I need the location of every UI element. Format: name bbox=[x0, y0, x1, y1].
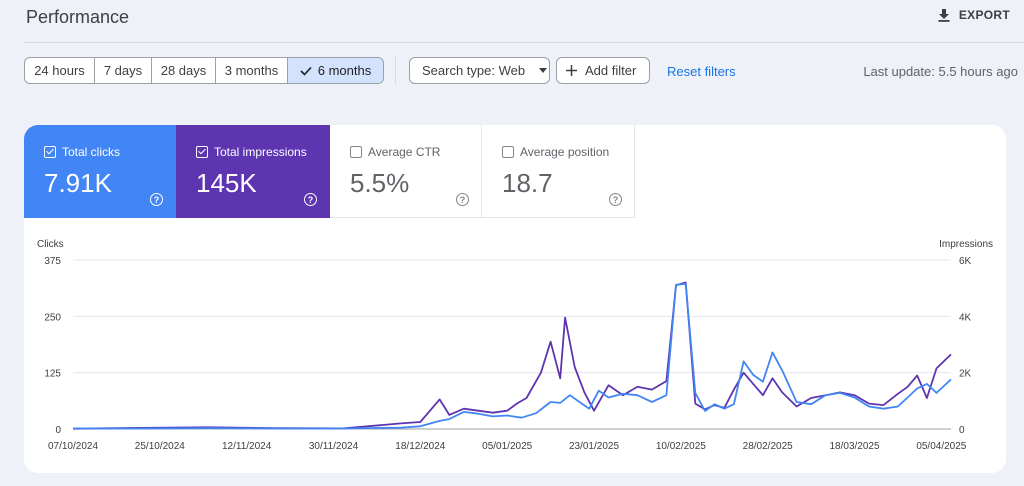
x-tick-label: 30/11/2024 bbox=[309, 441, 359, 452]
range-label: 24 hours bbox=[34, 63, 85, 78]
metric-value: 145K bbox=[196, 168, 257, 198]
range-28-days[interactable]: 28 days bbox=[152, 58, 216, 83]
search-type-dropdown[interactable]: Search type: Web bbox=[409, 57, 550, 84]
x-tick-label: 05/04/2025 bbox=[916, 441, 966, 452]
add-filter-label: Add filter bbox=[585, 63, 637, 78]
export-label: EXPORT bbox=[958, 8, 1010, 22]
download-icon bbox=[938, 9, 950, 22]
toolbar-divider bbox=[395, 57, 396, 84]
y-tick-label-left: 250 bbox=[44, 312, 61, 323]
x-tick-label: 18/12/2024 bbox=[395, 441, 445, 452]
checkbox-unchecked-icon[interactable] bbox=[502, 146, 514, 158]
page-title: Performance bbox=[26, 7, 130, 27]
range-24-hours[interactable]: 24 hours bbox=[25, 58, 95, 83]
check-icon bbox=[300, 66, 312, 76]
dropdown-arrow-icon bbox=[539, 68, 548, 73]
x-tick-label: 25/10/2024 bbox=[135, 441, 185, 452]
y-tick-label-left: 0 bbox=[55, 425, 61, 436]
performance-card: Total clicks 7.91K ? Total impressions 1… bbox=[24, 125, 1006, 473]
metric-label: Average position bbox=[520, 145, 610, 159]
help-icon[interactable]: ? bbox=[150, 193, 163, 206]
plus-icon bbox=[566, 65, 577, 76]
metric-total-impressions[interactable]: Total impressions 145K ? bbox=[176, 125, 330, 218]
metric-label: Average CTR bbox=[368, 145, 441, 159]
checkbox-checked-icon[interactable] bbox=[44, 146, 56, 158]
metric-label: Total clicks bbox=[62, 145, 121, 159]
range-label: 28 days bbox=[160, 63, 207, 78]
range-label: 7 days bbox=[103, 63, 143, 78]
y-tick-label-right: 4K bbox=[959, 312, 972, 323]
clicks-series-line bbox=[73, 282, 952, 430]
help-icon[interactable]: ? bbox=[456, 193, 469, 206]
help-icon[interactable]: ? bbox=[304, 193, 317, 206]
y-tick-label-right: 6K bbox=[959, 256, 972, 267]
metric-value: 7.91K bbox=[44, 168, 112, 198]
performance-chart: Clicks Impressions 0 0 125 2K 250 4K 375 6K 07/10/… bbox=[37, 239, 993, 452]
range-3-months[interactable]: 3 months bbox=[216, 58, 288, 83]
x-tick-label: 12/11/2024 bbox=[222, 441, 272, 452]
x-tick-label: 28/02/2025 bbox=[743, 441, 793, 452]
x-tick-label: 18/03/2025 bbox=[829, 441, 879, 452]
header-divider bbox=[24, 42, 1024, 43]
y-tick-label-right: 0 bbox=[959, 425, 965, 436]
add-filter-button[interactable]: Add filter bbox=[556, 57, 650, 84]
y-tick-label-left: 375 bbox=[44, 256, 61, 267]
metric-label: Total impressions bbox=[214, 145, 307, 159]
checkbox-checked-icon[interactable] bbox=[196, 146, 208, 158]
metric-total-clicks[interactable]: Total clicks 7.91K ? bbox=[24, 125, 176, 218]
checkbox-unchecked-icon[interactable] bbox=[350, 146, 362, 158]
x-tick-label: 23/01/2025 bbox=[569, 441, 619, 452]
reset-filters-link[interactable]: Reset filters bbox=[667, 64, 736, 79]
x-tick-label: 05/01/2025 bbox=[482, 441, 532, 452]
date-range-selector: 24 hours 7 days 28 days 3 months 6 month… bbox=[24, 57, 384, 84]
y-tick-label-right: 2K bbox=[959, 369, 972, 380]
metric-average-ctr[interactable]: Average CTR 5.5% ? bbox=[330, 125, 482, 218]
y-axis-right-title: Impressions bbox=[939, 239, 993, 250]
metric-value: 5.5% bbox=[350, 168, 410, 198]
range-label: 3 months bbox=[224, 63, 279, 78]
metric-value: 18.7 bbox=[502, 168, 553, 198]
range-label: 6 months bbox=[317, 63, 372, 78]
x-tick-label: 07/10/2024 bbox=[48, 441, 98, 452]
y-tick-label-left: 125 bbox=[44, 369, 61, 380]
last-update-text: Last update: 5.5 hours ago bbox=[863, 64, 1018, 79]
help-icon[interactable]: ? bbox=[609, 193, 622, 206]
search-type-label: Search type: Web bbox=[422, 63, 526, 78]
range-7-days[interactable]: 7 days bbox=[95, 58, 152, 83]
page-header: Performance EXPORT bbox=[0, 0, 1024, 42]
y-axis-left-title: Clicks bbox=[37, 239, 64, 250]
range-6-months[interactable]: 6 months bbox=[288, 58, 383, 83]
impressions-series-line bbox=[72, 281, 952, 430]
export-button[interactable]: EXPORT bbox=[937, 8, 1010, 22]
x-tick-label: 10/02/2025 bbox=[656, 441, 706, 452]
metric-average-position[interactable]: Average position 18.7 ? bbox=[482, 125, 635, 218]
